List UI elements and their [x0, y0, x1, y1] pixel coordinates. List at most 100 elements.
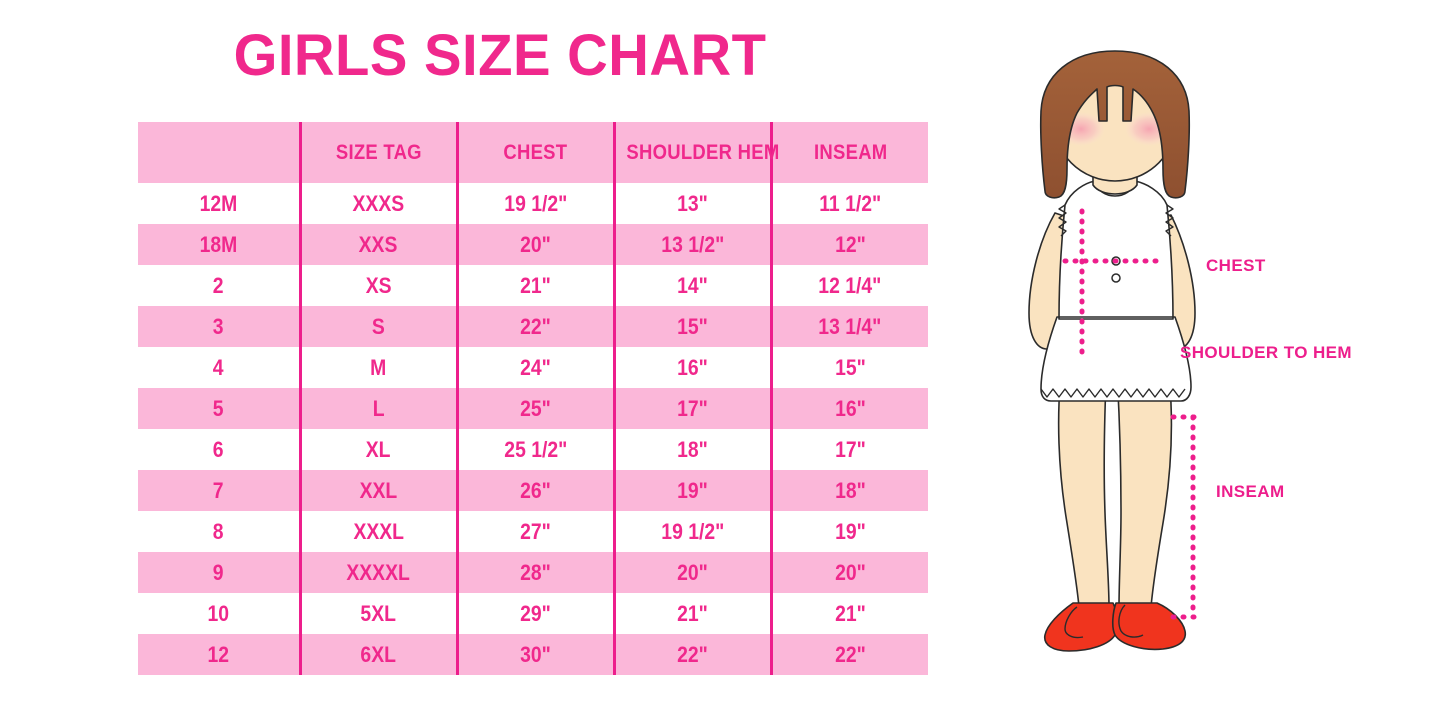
table-row: 8 XXXL 27" 19 1/2" 19" [138, 511, 928, 552]
table-cell-inseam-label: 19" [834, 519, 866, 544]
column-header-inseam-label: INSEAM [813, 141, 887, 164]
table-cell-shoulder-hem-label: 15" [677, 314, 708, 339]
table-cell-inseam: 11 1/2" [769, 183, 928, 224]
table-cell-size-label: 10 [207, 601, 230, 626]
table-cell-size: 3 [138, 306, 300, 347]
table-row: 10 5XL 29" 21" 21" [138, 593, 928, 634]
column-header-size-tag: SIZE TAG [298, 122, 457, 183]
table-cell-inseam: 18" [769, 470, 928, 511]
head [1039, 50, 1191, 199]
skirt-ruffle-trim [1040, 388, 1186, 398]
table-cell-size-tag: S [298, 306, 457, 347]
table-cell-inseam: 21" [769, 593, 928, 634]
table-cell-inseam: 16" [769, 388, 928, 429]
table-cell-shoulder-hem-label: 13" [677, 191, 708, 216]
table-cell-chest: 30" [455, 634, 614, 675]
table-cell-inseam-label: 20" [834, 560, 866, 585]
hair [1039, 50, 1191, 199]
table-cell-inseam-label: 16" [834, 396, 866, 421]
table-cell-shoulder-hem-label: 18" [677, 437, 708, 462]
table-cell-size-label: 2 [212, 273, 224, 298]
table-cell-chest-label: 19 1/2" [503, 191, 568, 216]
table-cell-chest: 25 1/2" [455, 429, 614, 470]
table-cell-size: 5 [138, 388, 300, 429]
ruffle-skirt [1040, 316, 1192, 402]
table-cell-shoulder-hem-label: 19 1/2" [660, 519, 725, 544]
table-cell-size: 10 [138, 593, 300, 634]
table-cell-inseam: 20" [769, 552, 928, 593]
table-cell-shoulder-hem-label: 16" [677, 355, 708, 380]
table-cell-size-tag-label: 6XL [360, 642, 397, 667]
table-cell-inseam-label: 21" [834, 601, 866, 626]
callout-label-inseam: INSEAM [1216, 482, 1285, 501]
table-cell-chest-label: 25 1/2" [503, 437, 568, 462]
table-cell-inseam-label: 11 1/2" [819, 191, 882, 216]
table-cell-chest: 24" [455, 347, 614, 388]
table-cell-size-tag-label: XXXL [353, 519, 404, 544]
table-cell-chest: 21" [455, 265, 614, 306]
table-row: 3 S 22" 15" 13 1/4" [138, 306, 928, 347]
table-cell-inseam: 12" [769, 224, 928, 265]
table-cell-shoulder-hem: 14" [612, 265, 771, 306]
table-cell-chest: 29" [455, 593, 614, 634]
table-cell-chest-label: 25" [520, 396, 551, 421]
table-cell-chest: 20" [455, 224, 614, 265]
column-header-chest: CHEST [455, 122, 614, 183]
table-cell-size: 9 [138, 552, 300, 593]
table-cell-size-tag: XXXXL [298, 552, 457, 593]
table-row: 18M XXS 20" 13 1/2" 12" [138, 224, 928, 265]
legs [1057, 356, 1173, 608]
table-cell-size: 12 [138, 634, 300, 675]
table-header: SIZE TAG CHEST SHOULDER HEM INSEAM [138, 122, 928, 183]
table-cell-shoulder-hem: 19 1/2" [612, 511, 771, 552]
callout-label-shoulder-to-hem: SHOULDER TO HEM [1180, 343, 1352, 362]
girl-figure-illustration [985, 45, 1245, 685]
column-header-size-tag-label: SIZE TAG [335, 141, 422, 164]
table-row: 12M XXXS 19 1/2" 13" 11 1/2" [138, 183, 928, 224]
table-cell-shoulder-hem: 21" [612, 593, 771, 634]
table-cell-size-tag: XXL [298, 470, 457, 511]
table-cell-chest: 22" [455, 306, 614, 347]
table-cell-chest: 27" [455, 511, 614, 552]
callout-label-chest: CHEST [1206, 256, 1266, 275]
table-cell-size: 6 [138, 429, 300, 470]
table-cell-chest-label: 24" [520, 355, 551, 380]
table-cell-size-tag: XXXL [298, 511, 457, 552]
table-cell-size-tag-label: XXXS [352, 191, 405, 216]
table-cell-shoulder-hem: 17" [612, 388, 771, 429]
table-cell-inseam: 12 1/4" [769, 265, 928, 306]
column-header-shoulder-hem-label: SHOULDER HEM [625, 141, 780, 164]
table-cell-inseam-label: 12" [834, 232, 866, 257]
table-cell-size-tag-label: XXL [359, 478, 398, 503]
table-cell-size-tag: XL [298, 429, 457, 470]
table-cell-size-label: 9 [212, 560, 224, 585]
table-cell-size: 8 [138, 511, 300, 552]
table-cell-inseam-label: 15" [834, 355, 866, 380]
table-cell-chest-label: 21" [520, 273, 551, 298]
table-cell-size-tag-label: M [370, 355, 387, 380]
table-cell-size-tag-label: XS [365, 273, 392, 298]
table-row: 2 XS 21" 14" 12 1/4" [138, 265, 928, 306]
column-header-chest-label: CHEST [503, 141, 568, 164]
table-cell-shoulder-hem: 16" [612, 347, 771, 388]
table-header-row: SIZE TAG CHEST SHOULDER HEM INSEAM [138, 122, 928, 183]
right-shoe [1111, 602, 1187, 651]
left-shoe-strap [1064, 606, 1084, 639]
table-cell-shoulder-hem-label: 17" [677, 396, 708, 421]
table-cell-size-label: 12 [207, 642, 230, 667]
table-cell-size-label: 4 [212, 355, 224, 380]
table-cell-size-label: 5 [212, 396, 224, 421]
table-cell-size-tag: M [298, 347, 457, 388]
table-cell-shoulder-hem: 15" [612, 306, 771, 347]
table-cell-chest-label: 22" [520, 314, 551, 339]
size-chart-table: SIZE TAG CHEST SHOULDER HEM INSEAM 12 M XX… [138, 122, 928, 675]
table-cell-chest-label: 20" [520, 232, 551, 257]
left-shoe [1044, 602, 1118, 652]
table-cell-size-tag-label: XXXXL [346, 560, 411, 585]
table-cell-shoulder-hem-label: 19" [677, 478, 708, 503]
table-cell-shoulder-hem: 22" [612, 634, 771, 675]
table-cell-inseam: 13 1/4" [769, 306, 928, 347]
table-cell-chest-label: 28" [520, 560, 551, 585]
table-cell-size: 18M [138, 224, 300, 265]
table-cell-inseam-label: 22" [834, 642, 866, 667]
